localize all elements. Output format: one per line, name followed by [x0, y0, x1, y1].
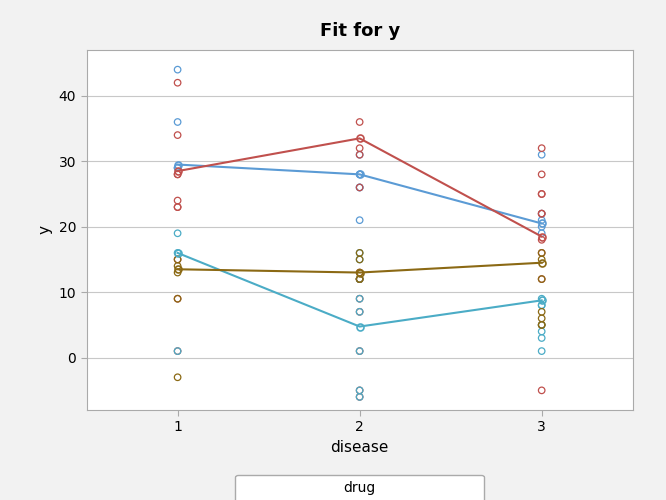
Point	[354, 144, 365, 152]
Point	[354, 184, 365, 192]
Point	[354, 268, 365, 276]
Point	[172, 118, 183, 126]
Point	[354, 294, 365, 302]
Point	[172, 294, 183, 302]
Point	[354, 275, 365, 283]
Point	[536, 170, 547, 178]
Point	[354, 308, 365, 316]
Point	[354, 275, 365, 283]
Point	[354, 275, 365, 283]
Point	[536, 302, 547, 310]
Point	[354, 294, 365, 302]
Point	[172, 249, 183, 257]
Point	[354, 308, 365, 316]
Point	[172, 256, 183, 264]
Point	[172, 347, 183, 355]
Point	[354, 275, 365, 283]
Point	[354, 347, 365, 355]
Point	[354, 150, 365, 158]
Point	[536, 236, 547, 244]
Point	[354, 256, 365, 264]
Point	[536, 150, 547, 158]
Point	[536, 347, 547, 355]
Point	[172, 164, 183, 172]
Point	[536, 302, 547, 310]
Point	[536, 249, 547, 257]
Point	[536, 249, 547, 257]
Point	[354, 118, 365, 126]
Point	[172, 78, 183, 86]
Point	[536, 222, 547, 230]
Point	[354, 386, 365, 394]
Point	[536, 256, 547, 264]
Point	[354, 268, 365, 276]
Point	[172, 203, 183, 211]
Point	[536, 190, 547, 198]
Point	[354, 275, 365, 283]
Point	[536, 334, 547, 342]
Point	[172, 203, 183, 211]
Point	[536, 216, 547, 224]
Point	[354, 256, 365, 264]
Point	[536, 210, 547, 218]
Point	[354, 249, 365, 257]
Point	[354, 386, 365, 394]
Point	[536, 210, 547, 218]
Point	[354, 249, 365, 257]
Point	[536, 190, 547, 198]
Point	[172, 170, 183, 178]
Legend: 1, 2, 3, 4: 1, 2, 3, 4	[235, 474, 484, 500]
Point	[536, 275, 547, 283]
Point	[354, 184, 365, 192]
Point	[536, 321, 547, 329]
Point	[354, 393, 365, 401]
Point	[172, 196, 183, 204]
Point	[536, 294, 547, 302]
Point	[172, 294, 183, 302]
Point	[172, 164, 183, 172]
Point	[172, 374, 183, 382]
Point	[536, 210, 547, 218]
Point	[536, 230, 547, 237]
Point	[172, 262, 183, 270]
Point	[172, 131, 183, 139]
Point	[536, 386, 547, 394]
Point	[172, 256, 183, 264]
Point	[172, 347, 183, 355]
Point	[172, 230, 183, 237]
Point	[536, 308, 547, 316]
Point	[536, 144, 547, 152]
Point	[354, 347, 365, 355]
Point	[536, 321, 547, 329]
Point	[354, 216, 365, 224]
Point	[536, 275, 547, 283]
Point	[354, 393, 365, 401]
Point	[354, 275, 365, 283]
Point	[172, 170, 183, 178]
Point	[536, 314, 547, 322]
Point	[354, 184, 365, 192]
Y-axis label: y: y	[38, 226, 53, 234]
Title: Fit for y: Fit for y	[320, 22, 400, 40]
Point	[172, 66, 183, 74]
Point	[354, 170, 365, 178]
Point	[354, 170, 365, 178]
Point	[354, 150, 365, 158]
X-axis label: disease: disease	[330, 440, 389, 455]
Point	[536, 328, 547, 336]
Point	[172, 268, 183, 276]
Point	[536, 321, 547, 329]
